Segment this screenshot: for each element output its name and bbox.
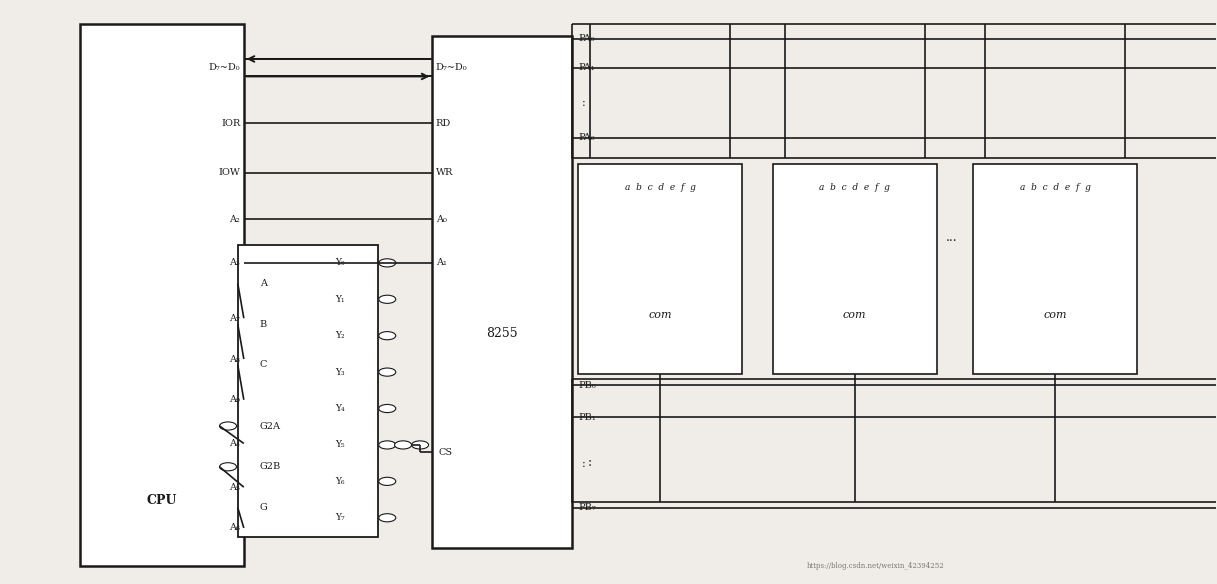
Text: CS: CS [438,448,453,457]
Text: RD: RD [436,119,452,127]
Text: ...: ... [946,231,957,244]
Bar [578,164,742,374]
Text: G2B: G2B [259,463,281,471]
Text: B: B [259,319,267,329]
Text: a  b  c  d  e  f  g: a b c d e f g [624,183,696,192]
Text: D₇~D₀: D₇~D₀ [208,63,240,72]
Text: PA₆: PA₆ [578,133,595,142]
Text: :: : [588,456,593,469]
Text: G: G [259,503,268,512]
Text: Y₂: Y₂ [335,331,344,340]
Text: A₄: A₄ [229,439,240,448]
Text: A₂: A₂ [230,215,240,224]
Circle shape [378,405,396,413]
Text: G2A: G2A [259,422,281,430]
Circle shape [378,368,396,376]
Text: A₆: A₆ [229,523,240,533]
Circle shape [378,514,396,522]
Text: Y₇: Y₇ [335,513,344,522]
Text: 8255: 8255 [487,326,518,339]
Text: CPU: CPU [146,494,176,507]
Text: com: com [649,310,672,320]
Text: Y₄: Y₄ [335,404,344,413]
Text: A₉: A₉ [229,395,240,404]
Bar [237,245,377,537]
Text: Y₀: Y₀ [335,258,344,267]
Text: PA₀: PA₀ [578,34,595,43]
Text: WR: WR [436,168,453,177]
Bar [572,380,1217,502]
Text: Y₆: Y₆ [335,477,344,486]
Circle shape [378,295,396,303]
Bar [572,24,1217,158]
Text: com: com [1043,310,1067,320]
Bar [974,164,1138,374]
Circle shape [378,477,396,485]
Text: A₅: A₅ [229,482,240,492]
Text: D₇~D₀: D₇~D₀ [436,63,467,72]
Text: :: : [582,459,587,469]
Bar [773,164,937,374]
Circle shape [378,259,396,267]
Text: A: A [259,279,267,288]
Text: IOR: IOR [221,119,240,127]
Circle shape [411,441,428,449]
Bar [432,36,572,548]
Circle shape [394,441,411,449]
Text: IOW: IOW [218,168,240,177]
Text: Y₃: Y₃ [335,367,344,377]
Text: A₇: A₇ [229,314,240,323]
Text: com: com [843,310,867,320]
Text: Y₁: Y₁ [335,295,344,304]
Text: A₀: A₀ [436,215,447,224]
Text: Y₅: Y₅ [335,440,344,450]
Text: :: : [582,98,587,107]
Text: PA₁: PA₁ [578,63,595,72]
Text: A₈: A₈ [229,354,240,363]
Circle shape [219,463,236,471]
Text: a  b  c  d  e  f  g: a b c d e f g [1020,183,1090,192]
Circle shape [378,441,396,449]
Text: PB₇: PB₇ [578,503,596,512]
Circle shape [378,332,396,340]
Text: PB₀: PB₀ [578,381,596,390]
Circle shape [219,422,236,430]
Text: https://blog.csdn.net/weixin_42394252: https://blog.csdn.net/weixin_42394252 [807,562,944,570]
Bar [79,24,243,566]
Text: A₃: A₃ [229,258,240,267]
Text: a  b  c  d  e  f  g: a b c d e f g [819,183,890,192]
Text: C: C [259,360,267,369]
Text: PB₁: PB₁ [578,413,596,422]
Text: A₁: A₁ [436,258,447,267]
